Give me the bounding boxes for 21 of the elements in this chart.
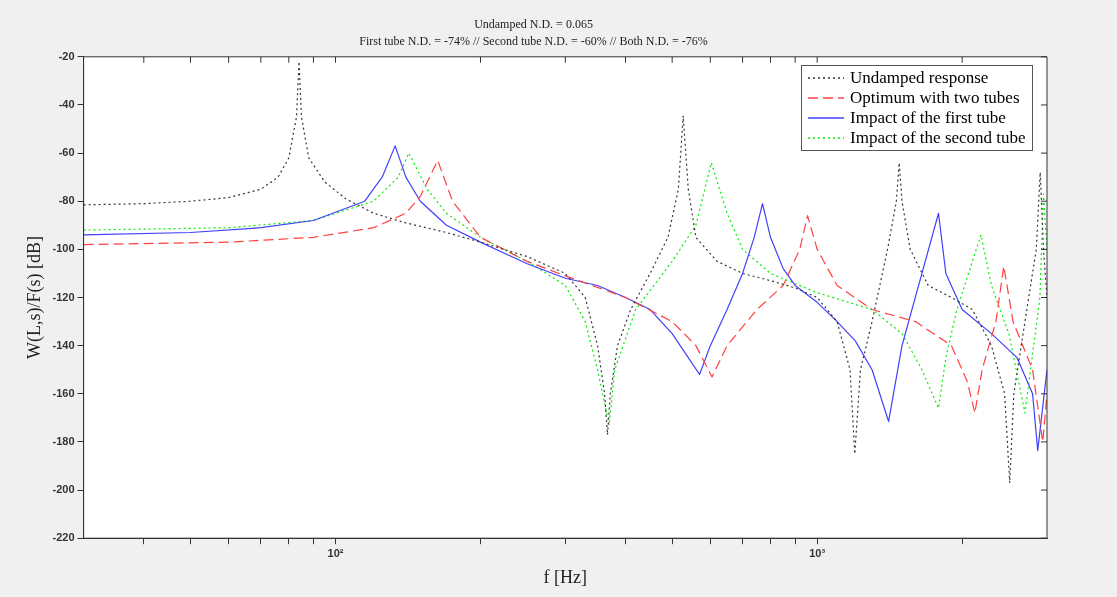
legend-label: Impact of the second tube — [850, 127, 1026, 148]
y-tick-label: -60 — [58, 146, 75, 159]
y-tick-label: -180 — [52, 434, 75, 447]
legend-label: Impact of the first tube — [850, 107, 1006, 128]
y-tick-label: -20 — [58, 49, 75, 62]
y-tick-label: -220 — [52, 531, 75, 544]
y-tick-label: -160 — [52, 386, 75, 399]
y-tick-label: -40 — [58, 97, 75, 110]
x-tick-label: 10³ — [809, 546, 826, 559]
y-tick-label: -140 — [52, 338, 75, 351]
x-tick-label: 10² — [327, 546, 344, 559]
legend-label: Optimum with two tubes — [850, 87, 1020, 108]
y-tick-label: -200 — [52, 483, 75, 496]
legend-label: Undamped response — [850, 67, 989, 88]
chart-subtitle: First tube N.D. = -74% // Second tube N.D. = -60% // Both N.D. = -76% — [359, 33, 708, 48]
y-tick-label: -120 — [52, 290, 75, 303]
y-tick-label: -100 — [52, 242, 75, 255]
y-axis-title: W(L,s)/F(s) [dB] — [23, 236, 45, 359]
y-tick-label: -80 — [58, 194, 75, 207]
chart-title: Undamped N.D. = 0.065 — [474, 17, 593, 32]
x-axis-title: f [Hz] — [543, 566, 588, 587]
